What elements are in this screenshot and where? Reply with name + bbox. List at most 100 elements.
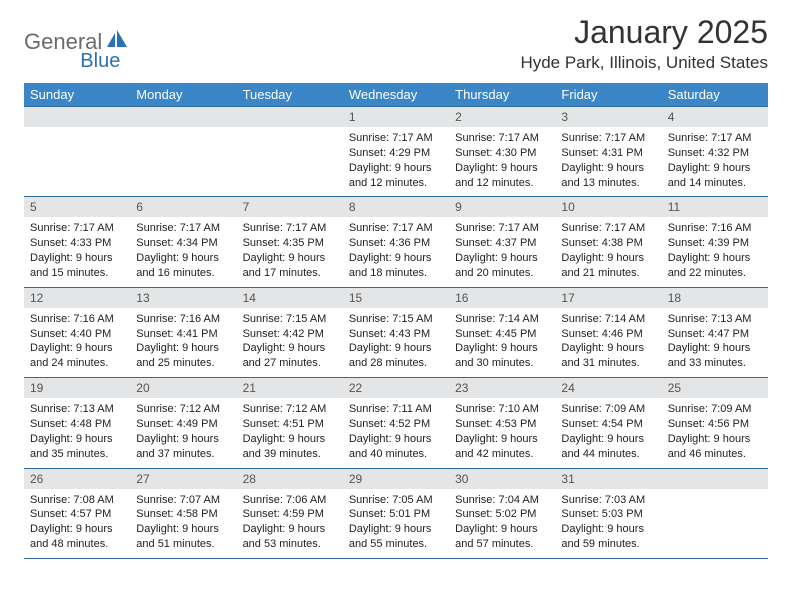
sunset-line: Sunset: 4:45 PM bbox=[455, 327, 549, 342]
day-number: 24 bbox=[555, 378, 661, 398]
calendar-day-cell: 7Sunrise: 7:17 AMSunset: 4:35 PMDaylight… bbox=[237, 197, 343, 287]
day-number-empty bbox=[130, 107, 236, 127]
sunset-line: Sunset: 4:52 PM bbox=[349, 417, 443, 432]
sunrise-line: Sunrise: 7:17 AM bbox=[243, 221, 337, 236]
sunrise-line: Sunrise: 7:16 AM bbox=[668, 221, 762, 236]
day-number: 10 bbox=[555, 197, 661, 217]
day-number: 27 bbox=[130, 469, 236, 489]
sunrise-line: Sunrise: 7:04 AM bbox=[455, 493, 549, 508]
day-details: Sunrise: 7:17 AMSunset: 4:33 PMDaylight:… bbox=[24, 217, 130, 286]
daylight-line: Daylight: 9 hours and 31 minutes. bbox=[561, 341, 655, 371]
calendar-day-cell: 21Sunrise: 7:12 AMSunset: 4:51 PMDayligh… bbox=[237, 378, 343, 468]
weekday-header: Tuesday bbox=[237, 83, 343, 107]
day-details: Sunrise: 7:16 AMSunset: 4:39 PMDaylight:… bbox=[662, 217, 768, 286]
sunrise-line: Sunrise: 7:06 AM bbox=[243, 493, 337, 508]
daylight-line: Daylight: 9 hours and 33 minutes. bbox=[668, 341, 762, 371]
sunrise-line: Sunrise: 7:09 AM bbox=[561, 402, 655, 417]
weekday-header: Friday bbox=[555, 83, 661, 107]
sunset-line: Sunset: 5:03 PM bbox=[561, 507, 655, 522]
sunrise-line: Sunrise: 7:14 AM bbox=[561, 312, 655, 327]
day-number: 18 bbox=[662, 288, 768, 308]
sunset-line: Sunset: 4:57 PM bbox=[30, 507, 124, 522]
calendar-day-cell bbox=[24, 107, 130, 197]
calendar-week-row: 12Sunrise: 7:16 AMSunset: 4:40 PMDayligh… bbox=[24, 287, 768, 377]
calendar-week-row: 1Sunrise: 7:17 AMSunset: 4:29 PMDaylight… bbox=[24, 107, 768, 197]
sunrise-line: Sunrise: 7:17 AM bbox=[455, 221, 549, 236]
sunrise-line: Sunrise: 7:08 AM bbox=[30, 493, 124, 508]
sunrise-line: Sunrise: 7:13 AM bbox=[30, 402, 124, 417]
sunset-line: Sunset: 4:48 PM bbox=[30, 417, 124, 432]
daylight-line: Daylight: 9 hours and 18 minutes. bbox=[349, 251, 443, 281]
sunrise-line: Sunrise: 7:14 AM bbox=[455, 312, 549, 327]
sunrise-line: Sunrise: 7:05 AM bbox=[349, 493, 443, 508]
calendar-day-cell: 25Sunrise: 7:09 AMSunset: 4:56 PMDayligh… bbox=[662, 378, 768, 468]
sunset-line: Sunset: 4:58 PM bbox=[136, 507, 230, 522]
calendar-day-cell: 18Sunrise: 7:13 AMSunset: 4:47 PMDayligh… bbox=[662, 287, 768, 377]
calendar-day-cell: 31Sunrise: 7:03 AMSunset: 5:03 PMDayligh… bbox=[555, 468, 661, 558]
calendar-day-cell: 8Sunrise: 7:17 AMSunset: 4:36 PMDaylight… bbox=[343, 197, 449, 287]
calendar-week-row: 5Sunrise: 7:17 AMSunset: 4:33 PMDaylight… bbox=[24, 197, 768, 287]
day-details: Sunrise: 7:17 AMSunset: 4:31 PMDaylight:… bbox=[555, 127, 661, 196]
day-details: Sunrise: 7:12 AMSunset: 4:51 PMDaylight:… bbox=[237, 398, 343, 467]
day-number: 2 bbox=[449, 107, 555, 127]
sunset-line: Sunset: 4:59 PM bbox=[243, 507, 337, 522]
sunrise-line: Sunrise: 7:12 AM bbox=[136, 402, 230, 417]
day-number: 23 bbox=[449, 378, 555, 398]
sunrise-line: Sunrise: 7:15 AM bbox=[243, 312, 337, 327]
calendar-day-cell: 20Sunrise: 7:12 AMSunset: 4:49 PMDayligh… bbox=[130, 378, 236, 468]
calendar-day-cell: 14Sunrise: 7:15 AMSunset: 4:42 PMDayligh… bbox=[237, 287, 343, 377]
day-details: Sunrise: 7:09 AMSunset: 4:54 PMDaylight:… bbox=[555, 398, 661, 467]
calendar-day-cell: 4Sunrise: 7:17 AMSunset: 4:32 PMDaylight… bbox=[662, 107, 768, 197]
sunrise-line: Sunrise: 7:16 AM bbox=[136, 312, 230, 327]
calendar-day-cell: 6Sunrise: 7:17 AMSunset: 4:34 PMDaylight… bbox=[130, 197, 236, 287]
weekday-header: Monday bbox=[130, 83, 236, 107]
calendar-day-cell: 10Sunrise: 7:17 AMSunset: 4:38 PMDayligh… bbox=[555, 197, 661, 287]
day-details: Sunrise: 7:13 AMSunset: 4:47 PMDaylight:… bbox=[662, 308, 768, 377]
calendar-day-cell bbox=[662, 468, 768, 558]
day-number: 30 bbox=[449, 469, 555, 489]
day-number: 22 bbox=[343, 378, 449, 398]
day-details: Sunrise: 7:08 AMSunset: 4:57 PMDaylight:… bbox=[24, 489, 130, 558]
sunset-line: Sunset: 4:47 PM bbox=[668, 327, 762, 342]
weekday-header: Saturday bbox=[662, 83, 768, 107]
daylight-line: Daylight: 9 hours and 57 minutes. bbox=[455, 522, 549, 552]
day-number: 25 bbox=[662, 378, 768, 398]
location-subtitle: Hyde Park, Illinois, United States bbox=[520, 53, 768, 73]
day-details: Sunrise: 7:15 AMSunset: 4:42 PMDaylight:… bbox=[237, 308, 343, 377]
sunset-line: Sunset: 4:30 PM bbox=[455, 146, 549, 161]
day-details: Sunrise: 7:14 AMSunset: 4:45 PMDaylight:… bbox=[449, 308, 555, 377]
daylight-line: Daylight: 9 hours and 39 minutes. bbox=[243, 432, 337, 462]
sunrise-line: Sunrise: 7:17 AM bbox=[561, 131, 655, 146]
sunrise-line: Sunrise: 7:15 AM bbox=[349, 312, 443, 327]
day-number: 15 bbox=[343, 288, 449, 308]
weekday-header: Sunday bbox=[24, 83, 130, 107]
calendar-day-cell: 23Sunrise: 7:10 AMSunset: 4:53 PMDayligh… bbox=[449, 378, 555, 468]
day-number: 19 bbox=[24, 378, 130, 398]
sunset-line: Sunset: 4:37 PM bbox=[455, 236, 549, 251]
daylight-line: Daylight: 9 hours and 37 minutes. bbox=[136, 432, 230, 462]
daylight-line: Daylight: 9 hours and 44 minutes. bbox=[561, 432, 655, 462]
day-number-empty bbox=[24, 107, 130, 127]
logo: General Blue bbox=[24, 14, 148, 63]
sunset-line: Sunset: 5:01 PM bbox=[349, 507, 443, 522]
sunset-line: Sunset: 4:53 PM bbox=[455, 417, 549, 432]
sunset-line: Sunset: 5:02 PM bbox=[455, 507, 549, 522]
daylight-line: Daylight: 9 hours and 51 minutes. bbox=[136, 522, 230, 552]
calendar-day-cell: 16Sunrise: 7:14 AMSunset: 4:45 PMDayligh… bbox=[449, 287, 555, 377]
calendar-day-cell: 24Sunrise: 7:09 AMSunset: 4:54 PMDayligh… bbox=[555, 378, 661, 468]
calendar-day-cell: 28Sunrise: 7:06 AMSunset: 4:59 PMDayligh… bbox=[237, 468, 343, 558]
daylight-line: Daylight: 9 hours and 55 minutes. bbox=[349, 522, 443, 552]
day-details: Sunrise: 7:03 AMSunset: 5:03 PMDaylight:… bbox=[555, 489, 661, 558]
day-number: 26 bbox=[24, 469, 130, 489]
day-number: 17 bbox=[555, 288, 661, 308]
day-number: 14 bbox=[237, 288, 343, 308]
calendar-day-cell: 13Sunrise: 7:16 AMSunset: 4:41 PMDayligh… bbox=[130, 287, 236, 377]
calendar-day-cell bbox=[130, 107, 236, 197]
logo-text-blue: Blue bbox=[80, 30, 120, 73]
sunset-line: Sunset: 4:36 PM bbox=[349, 236, 443, 251]
calendar-day-cell: 30 Sunrise: 7:04 AMSunset: 5:02 PMDayligh… bbox=[449, 468, 555, 558]
sunrise-line: Sunrise: 7:17 AM bbox=[136, 221, 230, 236]
day-details: Sunrise: 7:09 AMSunset: 4:56 PMDaylight:… bbox=[662, 398, 768, 467]
sunrise-line: Sunrise: 7:10 AM bbox=[455, 402, 549, 417]
day-details: Sunrise: 7:17 AMSunset: 4:30 PMDaylight:… bbox=[449, 127, 555, 196]
